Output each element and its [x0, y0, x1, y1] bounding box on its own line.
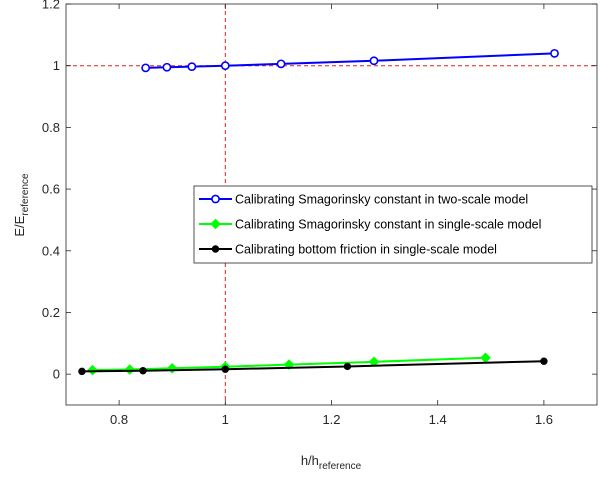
x-tick-label: 0.8: [110, 412, 128, 427]
y-tick-label: 0.4: [42, 243, 60, 258]
x-axis-label: h/hreference: [301, 453, 362, 472]
y-tick-label: 1.2: [42, 0, 60, 12]
series-3: [78, 357, 548, 376]
data-point: [283, 359, 295, 370]
legend-entry: Calibrating bottom friction in single-sc…: [199, 243, 497, 257]
data-point: [276, 59, 286, 69]
axis-ticks: 0.8 1 1.2 1.4 1.6 0 0.2 0.4 0.6 0.8 1 1.2: [42, 0, 597, 427]
legend-marker: [211, 245, 220, 253]
data-point: [343, 362, 352, 371]
data-point: [220, 61, 230, 71]
x-tick-label: 1.4: [429, 412, 447, 427]
x-tick-label: 1.6: [535, 412, 553, 427]
series-layer: [78, 48, 559, 376]
data-point: [87, 364, 98, 376]
y-tick-label: 0.6: [42, 182, 60, 197]
data-point: [139, 367, 147, 375]
y-tick-label: 0: [53, 367, 60, 382]
y-tick-label: 0.2: [42, 305, 60, 320]
legend-entry: Calibrating Smagorinsky constant in two-…: [199, 193, 528, 207]
reference-lines: [66, 4, 597, 405]
legend-marker: [211, 194, 220, 204]
legend-label: Calibrating bottom friction in single-sc…: [235, 243, 497, 257]
y-axis-label: E/Ereference: [12, 173, 31, 237]
data-point: [141, 63, 151, 73]
legend-marker: [210, 218, 221, 230]
data-point: [162, 62, 172, 72]
x-tick-label: 1: [222, 412, 229, 427]
legend-label: Calibrating Smagorinsky constant in sing…: [235, 218, 541, 232]
x-tick-label: 1.2: [322, 412, 340, 427]
data-point: [78, 367, 86, 376]
series-1: [141, 48, 559, 73]
legend-box: [193, 185, 593, 264]
y-tick-label: 1: [53, 58, 60, 73]
data-point: [550, 48, 559, 58]
data-point: [221, 365, 230, 373]
data-point: [540, 357, 548, 365]
legend-entry: Calibrating Smagorinsky constant in sing…: [199, 218, 541, 232]
data-point: [369, 56, 379, 66]
data-point: [187, 62, 197, 72]
y-tick-label: 0.8: [42, 120, 60, 135]
legend: Calibrating Smagorinsky constant in two-…: [193, 185, 593, 264]
legend-label: Calibrating Smagorinsky constant in two-…: [235, 193, 528, 207]
data-point: [124, 364, 136, 375]
